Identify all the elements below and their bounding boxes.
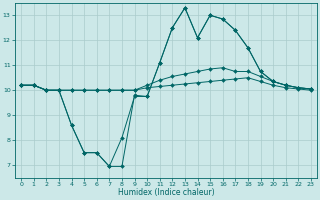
- X-axis label: Humidex (Indice chaleur): Humidex (Indice chaleur): [118, 188, 214, 197]
